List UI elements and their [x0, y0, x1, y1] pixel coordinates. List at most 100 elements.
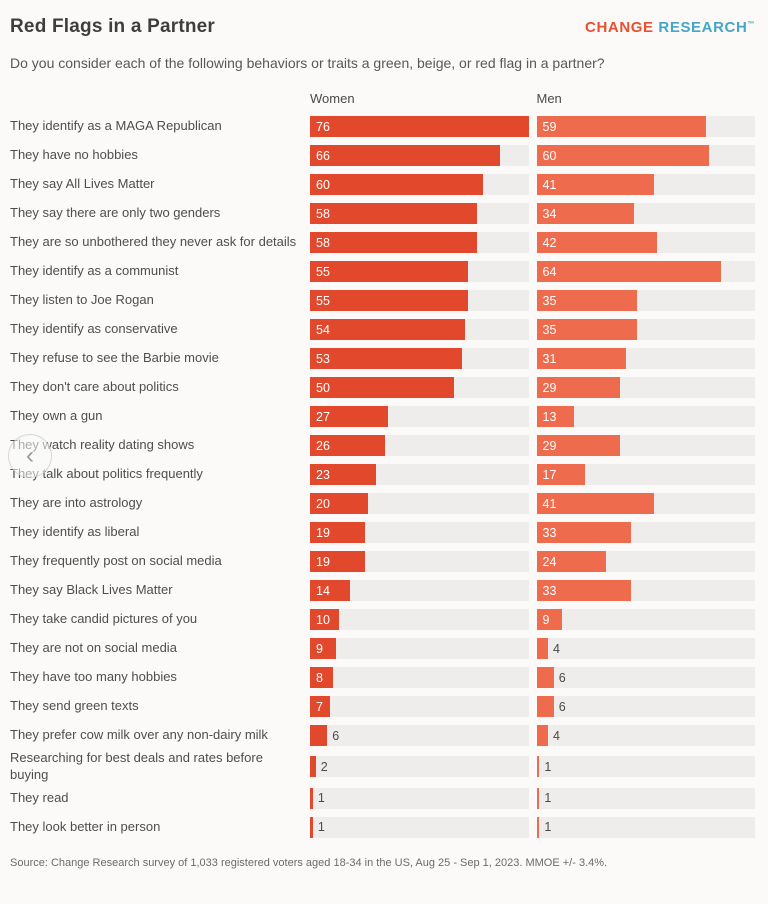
men-bar-track: 17 — [536, 464, 755, 485]
men-value-label: 33 — [542, 583, 557, 598]
men-value-label: 35 — [542, 293, 557, 308]
men-bar: 9 — [536, 609, 563, 630]
row-label: They say there are only two genders — [10, 205, 221, 221]
chart-row: They say there are only two genders 58 34 — [10, 199, 755, 228]
women-value-label: 2 — [320, 759, 328, 774]
chart-row: They send green texts 7 6 — [10, 692, 755, 721]
women-bar-track: 58 — [310, 232, 529, 253]
women-bar: 14 — [310, 580, 351, 601]
women-bar — [310, 725, 328, 746]
men-bar: 41 — [536, 174, 655, 195]
row-label: They are into astrology — [10, 495, 143, 511]
chart-row: They say Black Lives Matter 14 33 — [10, 576, 755, 605]
women-value-label: 1 — [317, 791, 325, 806]
row-label: They watch reality dating shows — [10, 437, 195, 453]
column-headers: Women Men — [10, 91, 755, 106]
men-bar: 33 — [536, 522, 632, 543]
women-bar: 55 — [310, 290, 469, 311]
women-value-label: 55 — [316, 293, 330, 308]
men-bar: 60 — [536, 145, 709, 166]
women-bar-track: 55 — [310, 290, 529, 311]
women-bar — [310, 816, 313, 838]
chart-row: They identify as a MAGA Republican 76 59 — [10, 112, 755, 141]
row-label: They own a gun — [10, 408, 103, 424]
women-value-label: 60 — [316, 177, 330, 192]
women-bar-track: 2 — [310, 756, 529, 778]
women-bar-track: 19 — [310, 551, 529, 572]
row-label: They talk about politics frequently — [10, 466, 203, 482]
men-value-label: 64 — [542, 264, 557, 279]
header: Red Flags in a Partner CHANGE RESEARCH™ — [10, 16, 755, 38]
women-value-label: 20 — [316, 496, 330, 511]
men-bar-track: 13 — [536, 406, 755, 427]
men-bar: 24 — [536, 551, 606, 572]
men-bar-track: 1 — [536, 787, 755, 809]
women-value-label: 7 — [316, 699, 323, 714]
men-bar-track: 42 — [536, 232, 755, 253]
men-bar-track: 41 — [536, 174, 755, 195]
women-value-label: 55 — [316, 264, 330, 279]
chart-row: They listen to Joe Rogan 55 35 — [10, 286, 755, 315]
carousel-prev-button[interactable]: ‹ — [8, 434, 52, 478]
row-label: They listen to Joe Rogan — [10, 292, 154, 308]
women-bar: 23 — [310, 464, 377, 485]
men-bar: 29 — [536, 377, 620, 398]
row-label: They are so unbothered they never ask fo… — [10, 234, 297, 250]
women-bar-track: 10 — [310, 609, 529, 630]
row-label: They don't care about politics — [10, 379, 179, 395]
women-bar: 7 — [310, 696, 331, 717]
chart-row: They take candid pictures of you 10 9 — [10, 605, 755, 634]
men-bar — [536, 667, 554, 688]
women-value-label: 58 — [316, 235, 330, 250]
women-bar: 10 — [310, 609, 339, 630]
brand-research: RESEARCH — [653, 19, 748, 36]
row-label: They have no hobbies — [10, 147, 138, 163]
men-bar: 34 — [536, 203, 635, 224]
women-bar: 58 — [310, 203, 477, 224]
men-value-label: 6 — [558, 699, 566, 714]
men-bar: 35 — [536, 290, 638, 311]
women-bar: 8 — [310, 667, 333, 688]
row-label: They are not on social media — [10, 640, 177, 656]
row-label: They send green texts — [10, 698, 139, 714]
women-bar-track: 14 — [310, 580, 529, 601]
chart-row: They are so unbothered they never ask fo… — [10, 228, 755, 257]
chart-row: They are not on social media 9 4 — [10, 634, 755, 663]
women-bar-track: 9 — [310, 638, 529, 659]
women-bar-track: 1 — [310, 816, 529, 838]
men-bar — [536, 816, 540, 838]
women-bar: 50 — [310, 377, 454, 398]
row-label: They say Black Lives Matter — [10, 582, 173, 598]
row-label: They identify as a communist — [10, 263, 179, 279]
men-bar: 41 — [536, 493, 655, 514]
men-value-label: 59 — [542, 119, 557, 134]
brand-tm: ™ — [747, 21, 755, 28]
men-bar-track: 29 — [536, 377, 755, 398]
women-value-label: 19 — [316, 554, 330, 569]
men-value-label: 13 — [542, 409, 557, 424]
column-header-men: Men — [536, 91, 562, 106]
women-value-label: 53 — [316, 351, 330, 366]
women-bar: 58 — [310, 232, 477, 253]
women-value-label: 27 — [316, 409, 330, 424]
men-bar-track: 6 — [536, 696, 755, 717]
women-bar: 19 — [310, 522, 365, 543]
chart-row: They own a gun 27 13 — [10, 402, 755, 431]
men-bar-track: 34 — [536, 203, 755, 224]
men-bar: 29 — [536, 435, 620, 456]
women-bar — [310, 756, 316, 778]
women-bar-track: 27 — [310, 406, 529, 427]
men-value-label: 4 — [553, 728, 560, 743]
chart-row: They have too many hobbies 8 6 — [10, 663, 755, 692]
women-bar-track: 6 — [310, 725, 529, 746]
women-bar-track: 66 — [310, 145, 529, 166]
chart-row: They prefer cow milk over any non-dairy … — [10, 721, 755, 750]
women-bar: 27 — [310, 406, 388, 427]
men-bar-track: 33 — [536, 522, 755, 543]
row-label: They prefer cow milk over any non-dairy … — [10, 727, 268, 743]
men-bar: 33 — [536, 580, 632, 601]
women-value-label: 14 — [316, 583, 330, 598]
row-label: Researching for best deals and rates bef… — [10, 750, 263, 782]
chart-row: They are into astrology 20 41 — [10, 489, 755, 518]
men-bar-track: 9 — [536, 609, 755, 630]
